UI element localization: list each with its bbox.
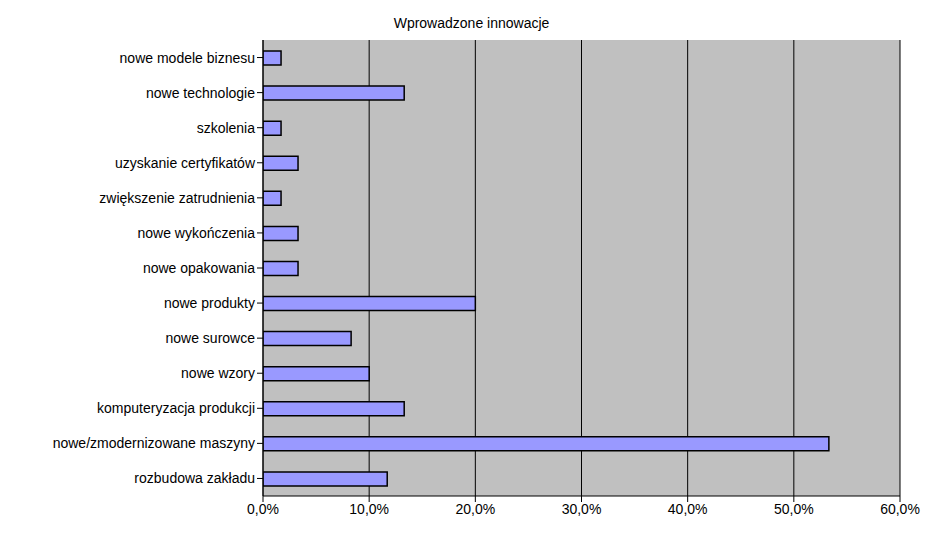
svg-text:10,0%: 10,0%: [349, 501, 389, 517]
svg-text:nowe opakowania: nowe opakowania: [143, 260, 255, 276]
svg-text:nowe produkty: nowe produkty: [164, 295, 255, 311]
svg-text:uzyskanie certyfikatów: uzyskanie certyfikatów: [115, 155, 256, 171]
svg-text:50,0%: 50,0%: [774, 501, 814, 517]
svg-text:30,0%: 30,0%: [562, 501, 602, 517]
svg-text:nowe technologie: nowe technologie: [146, 85, 255, 101]
svg-text:20,0%: 20,0%: [455, 501, 495, 517]
svg-text:rozbudowa zakładu: rozbudowa zakładu: [134, 470, 255, 486]
svg-text:nowe surowce: nowe surowce: [166, 330, 256, 346]
html-text:Wprowadzone innowacje: Wprowadzone innowacje: [393, 15, 550, 31]
svg-text:nowe wykończenia: nowe wykończenia: [137, 225, 255, 241]
svg-text:zwiększenie zatrudnienia: zwiększenie zatrudnienia: [99, 190, 255, 206]
svg-text:0,0%: 0,0%: [247, 501, 279, 517]
svg-text:szkolenia: szkolenia: [197, 120, 256, 136]
svg-text:60,0%: 60,0%: [880, 501, 920, 517]
svg-text:nowe wzory: nowe wzory: [181, 365, 255, 381]
svg-text:komputeryzacja produkcji: komputeryzacja produkcji: [97, 400, 255, 416]
svg-text:40,0%: 40,0%: [668, 501, 708, 517]
svg-text:nowe modele biznesu: nowe modele biznesu: [120, 50, 255, 66]
svg-text:nowe/zmodernizowane maszyny: nowe/zmodernizowane maszyny: [53, 435, 255, 451]
